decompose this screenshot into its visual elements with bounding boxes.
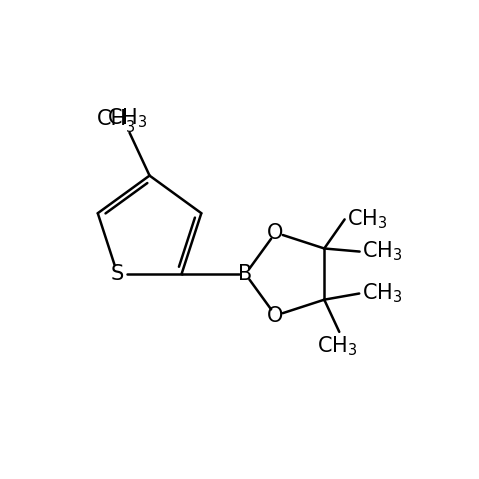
Text: CH$_3$: CH$_3$ [347,207,388,231]
Text: CH$_3$: CH$_3$ [362,240,402,263]
Text: CH$_3$: CH$_3$ [107,107,148,130]
Text: O: O [267,306,284,326]
Text: CH$_3$: CH$_3$ [362,282,402,305]
Text: CH$_3$: CH$_3$ [317,334,357,358]
Text: O: O [267,223,284,243]
Text: CH: CH [96,109,126,129]
Text: B: B [239,264,252,284]
Text: 3: 3 [126,120,135,135]
Text: S: S [111,264,124,284]
